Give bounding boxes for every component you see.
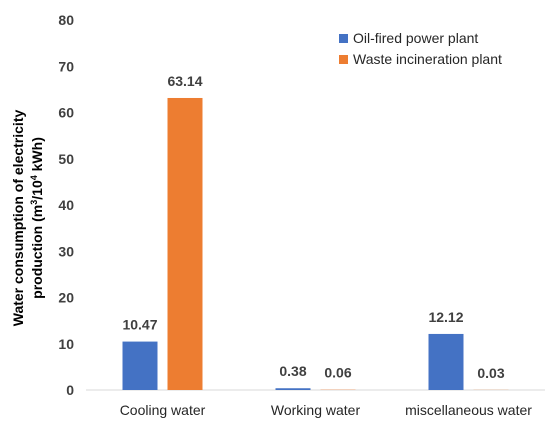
x-category-label: Cooling water <box>120 402 206 418</box>
legend-swatch <box>339 34 348 43</box>
x-category-label: miscellaneous water <box>405 402 532 418</box>
data-label: 0.03 <box>477 365 504 381</box>
data-label: 0.06 <box>324 365 351 381</box>
y-axis-label-sup-3: 3 <box>29 200 39 205</box>
legend: Oil-fired power plant Waste incineration … <box>339 30 502 67</box>
legend-label: Waste incineration plant <box>353 51 502 67</box>
y-tick-label: 70 <box>58 58 74 74</box>
bar <box>122 341 158 390</box>
y-axis-label-line-1: Water consumption of electricity <box>10 110 26 327</box>
legend-swatch <box>339 55 348 64</box>
legend-label: Oil-fired power plant <box>353 30 478 46</box>
bar <box>167 97 203 390</box>
y-tick-label: 50 <box>58 151 74 167</box>
y-axis-label-units-pre: production (m <box>29 205 45 299</box>
y-tick-label: 10 <box>58 336 74 352</box>
bars <box>122 97 509 390</box>
data-label: 10.47 <box>122 317 157 333</box>
y-axis-label-units: production (m3/104 kWh) <box>29 137 45 299</box>
bar <box>275 388 311 390</box>
bar <box>428 333 464 390</box>
y-axis-label: Water consumption of electricity <box>10 110 26 327</box>
y-axis-label-units-mid: /10 <box>29 180 45 200</box>
y-tick-label: 40 <box>58 197 74 213</box>
x-category-label: Working water <box>271 402 361 418</box>
y-tick-label: 80 <box>58 12 74 28</box>
data-label: 0.38 <box>279 363 306 379</box>
y-tick-label: 30 <box>58 243 74 259</box>
data-label: 12.12 <box>428 309 463 325</box>
category-labels: Cooling water Working water miscellaneous … <box>120 402 533 418</box>
y-tick-label: 60 <box>58 105 74 121</box>
y-tick-label: 0 <box>66 382 74 398</box>
data-labels: 10.47 63.14 0.38 0.06 12.12 0.03 <box>122 73 504 381</box>
data-label: 63.14 <box>167 73 202 89</box>
y-axis-label-sup-4: 4 <box>29 175 39 180</box>
y-axis-label-units-post: kWh) <box>29 137 45 175</box>
y-tick-label: 20 <box>58 290 74 306</box>
y-axis-ticks: 0 10 20 30 40 50 60 70 80 <box>58 12 74 398</box>
